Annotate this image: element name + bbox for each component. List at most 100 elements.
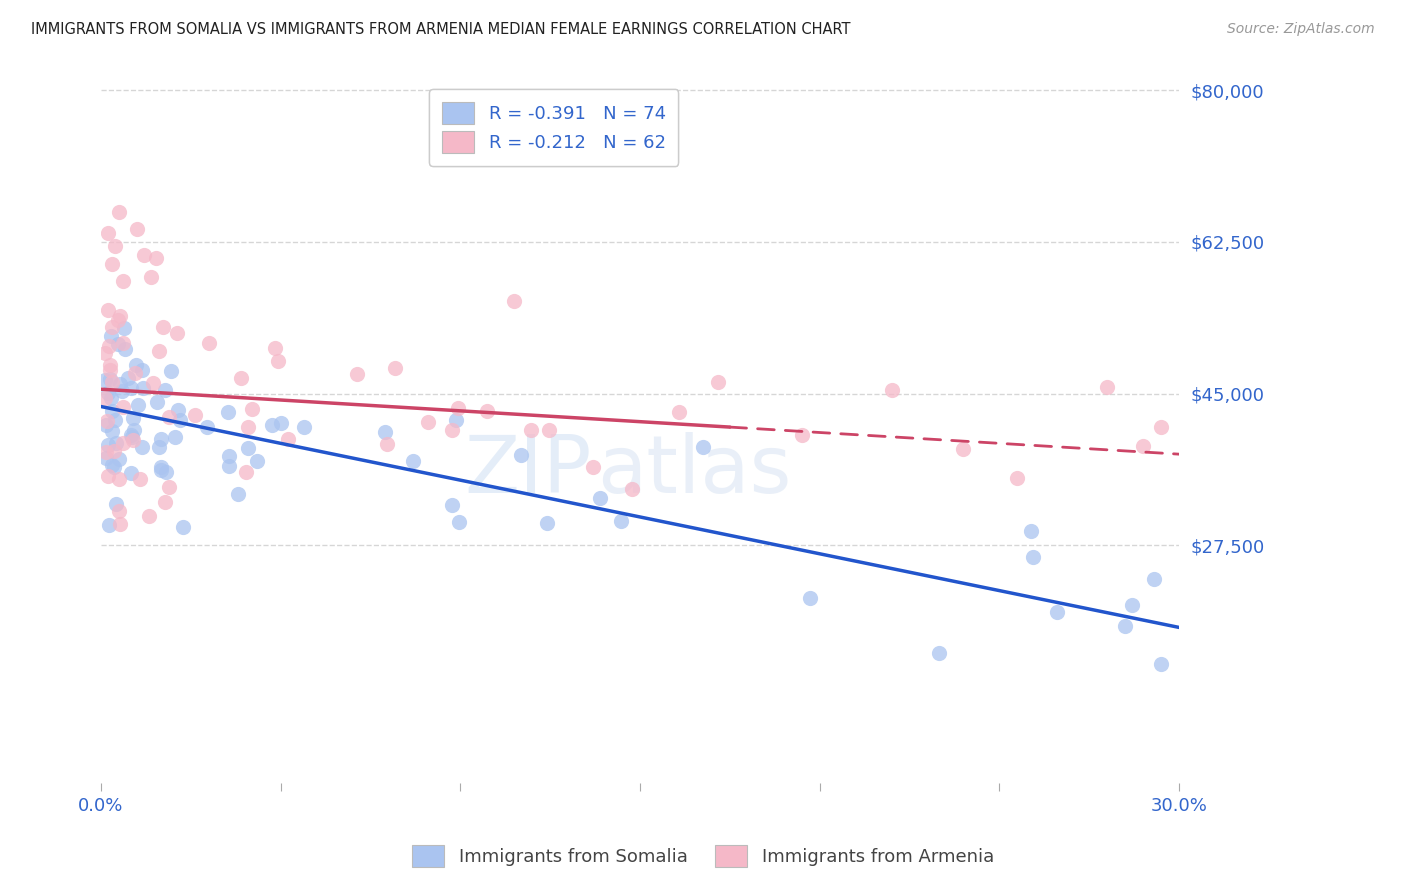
Point [127, 398, 149, 412]
Point [108, 377, 131, 392]
Point [120, 427, 142, 442]
Point [107, 313, 129, 327]
Point [94, 450, 117, 465]
Point [246, 454, 269, 468]
Point [928, 646, 950, 660]
Point [668, 405, 690, 419]
Point [503, 293, 526, 308]
Point [100, 329, 122, 343]
Point [98, 339, 121, 353]
Point [1132, 439, 1154, 453]
Point [150, 432, 173, 446]
Point [441, 498, 464, 512]
Point [262, 418, 284, 433]
Point [218, 449, 240, 463]
Point [292, 420, 315, 434]
Point [1121, 598, 1143, 612]
Point [131, 363, 153, 377]
Point [122, 433, 145, 447]
Point [149, 463, 172, 477]
Point [100, 458, 122, 472]
Point [790, 427, 813, 442]
Point [235, 465, 257, 479]
Point [104, 239, 127, 253]
Point [97, 468, 120, 483]
Point [121, 430, 143, 444]
Point [112, 321, 135, 335]
Point [163, 430, 186, 444]
Point [105, 497, 128, 511]
Point [166, 403, 188, 417]
Point [97, 385, 120, 400]
Point [97, 226, 120, 240]
Point [184, 409, 207, 423]
Point [142, 376, 165, 390]
Point [148, 344, 170, 359]
Point [100, 424, 122, 438]
Point [236, 441, 259, 455]
Point [537, 424, 560, 438]
Point [125, 222, 148, 236]
Point [475, 404, 498, 418]
Point [120, 466, 142, 480]
Point [97, 438, 120, 452]
Point [98, 372, 121, 386]
Point [94, 346, 117, 360]
Point [128, 472, 150, 486]
Point [125, 359, 148, 373]
Point [150, 459, 173, 474]
Point [112, 401, 135, 415]
Point [146, 394, 169, 409]
Point [157, 480, 180, 494]
Point [582, 459, 605, 474]
Point [707, 375, 730, 389]
Point [589, 491, 612, 506]
Point [536, 516, 558, 530]
Point [155, 466, 177, 480]
Point [97, 303, 120, 318]
Point [122, 423, 145, 437]
Point [277, 432, 299, 446]
Point [111, 384, 134, 399]
Point [1022, 550, 1045, 565]
Point [101, 403, 124, 417]
Point [1046, 605, 1069, 619]
Point [103, 444, 125, 458]
Text: atlas: atlas [598, 432, 792, 510]
Point [145, 252, 167, 266]
Point [447, 401, 470, 416]
Point [172, 520, 194, 534]
Point [132, 248, 155, 262]
Point [107, 452, 129, 467]
Point [384, 361, 406, 376]
Text: Source: ZipAtlas.com: Source: ZipAtlas.com [1227, 22, 1375, 37]
Point [264, 342, 287, 356]
Point [101, 320, 124, 334]
Point [100, 391, 122, 405]
Point [103, 459, 125, 474]
Point [108, 204, 131, 219]
Point [94, 417, 117, 432]
Point [218, 459, 240, 474]
Point [441, 423, 464, 437]
Point [121, 411, 143, 425]
Text: ZIP: ZIP [464, 432, 592, 510]
Point [98, 358, 121, 372]
Point [111, 274, 134, 288]
Point [100, 256, 122, 270]
Point [620, 482, 643, 496]
Point [94, 373, 117, 387]
Point [169, 413, 191, 427]
Point [117, 370, 139, 384]
Point [510, 448, 533, 462]
Point [153, 495, 176, 509]
Point [444, 413, 467, 427]
Point [1095, 379, 1118, 393]
Point [108, 310, 131, 324]
Point [375, 436, 398, 450]
Point [692, 440, 714, 454]
Point [96, 414, 118, 428]
Point [148, 441, 170, 455]
Point [166, 326, 188, 340]
Point [108, 472, 131, 486]
